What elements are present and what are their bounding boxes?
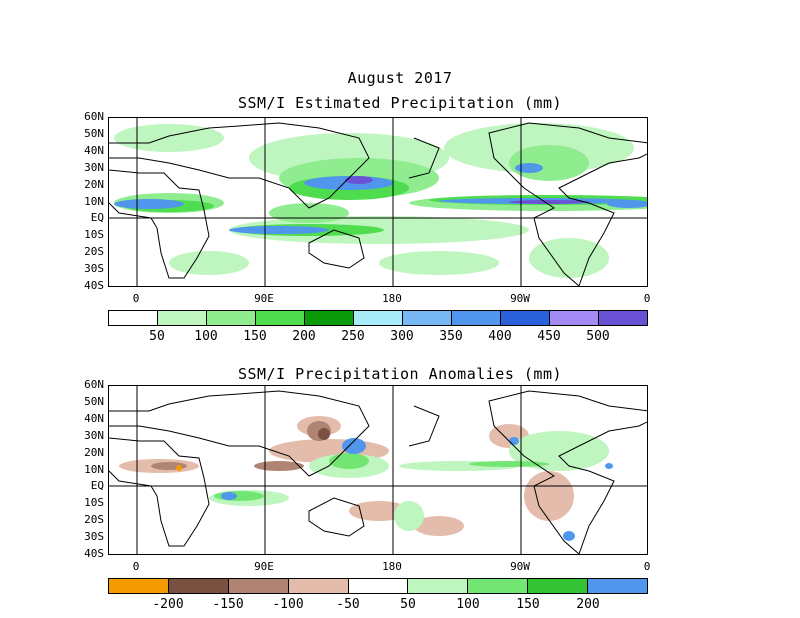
lat-label: 20N xyxy=(84,446,104,459)
lon-label: 90E xyxy=(254,292,274,305)
colorbar-label: 50 xyxy=(400,597,416,612)
colorbar-swatch xyxy=(305,311,354,325)
colorbar-label: 400 xyxy=(488,329,512,344)
precip-map-title: SSM/I Estimated Precipitation (mm) xyxy=(237,94,563,112)
lat-label: 10S xyxy=(84,496,104,509)
coastlines xyxy=(109,122,647,286)
colorbar-label: 500 xyxy=(586,329,610,344)
colorbar-label: -200 xyxy=(152,597,184,612)
colorbar-swatch xyxy=(408,579,469,593)
colorbar-swatch xyxy=(403,311,452,325)
colorbar-swatch xyxy=(168,579,229,593)
lat-label: 40S xyxy=(84,279,104,292)
lon-label: 180 xyxy=(382,292,402,305)
lat-label: 20N xyxy=(84,178,104,191)
colorbar-swatch xyxy=(528,579,589,593)
lat-label: 10S xyxy=(84,228,104,241)
strong-wet-patches xyxy=(221,437,613,541)
precip-colorbar xyxy=(108,310,648,326)
lon-label: 0 xyxy=(643,560,651,573)
lat-label: 20S xyxy=(84,513,104,526)
colorbar-label: 50 xyxy=(149,329,165,344)
colorbar-label: 300 xyxy=(390,329,414,344)
lon-label: 90W xyxy=(510,560,530,573)
colorbar-label: -150 xyxy=(212,597,244,612)
colorbar-swatch xyxy=(354,311,403,325)
lon-label: 180 xyxy=(382,560,402,573)
colorbar-swatch xyxy=(452,311,501,325)
colorbar-label: 150 xyxy=(243,329,267,344)
colorbar-swatch xyxy=(348,579,409,593)
lat-label: 50N xyxy=(84,127,104,140)
colorbar-label: 100 xyxy=(456,597,480,612)
lat-label: 40N xyxy=(84,144,104,157)
lat-label: 10N xyxy=(84,463,104,476)
colorbar-swatch xyxy=(158,311,207,325)
lat-label: 40S xyxy=(84,547,104,560)
lat-label: 60N xyxy=(84,110,104,123)
colorbar-swatch xyxy=(207,311,256,325)
lon-label: 0 xyxy=(132,292,140,305)
colorbar-swatch xyxy=(501,311,550,325)
colorbar-swatch xyxy=(288,579,349,593)
lat-label: 10N xyxy=(84,195,104,208)
anomaly-colorbar xyxy=(108,578,648,594)
anomaly-map-title: SSM/I Precipitation Anomalies (mm) xyxy=(237,365,563,383)
lat-label: 40N xyxy=(84,412,104,425)
colorbar-swatch xyxy=(599,311,647,325)
colorbar-swatch xyxy=(550,311,599,325)
lat-label: 60N xyxy=(84,378,104,391)
colorbar-swatch xyxy=(109,579,169,593)
colorbar-label: 200 xyxy=(576,597,600,612)
lat-label: 30N xyxy=(84,429,104,442)
lat-label: 50N xyxy=(84,395,104,408)
lon-label: 90E xyxy=(254,560,274,573)
colorbar-label: 350 xyxy=(439,329,463,344)
colorbar-swatch xyxy=(256,311,305,325)
lon-label: 0 xyxy=(132,560,140,573)
colorbar-label: -100 xyxy=(272,597,304,612)
lat-label: 30N xyxy=(84,161,104,174)
lat-label: EQ xyxy=(90,211,104,224)
precipitation-map xyxy=(108,117,648,287)
colorbar-swatch xyxy=(109,311,158,325)
lat-label: EQ xyxy=(90,479,104,492)
anomaly-map xyxy=(108,385,648,555)
lat-label: 20S xyxy=(84,245,104,258)
grid-lines xyxy=(109,118,647,286)
colorbar-label: 100 xyxy=(194,329,218,344)
extreme-rain-patches xyxy=(345,176,589,204)
colorbar-label: -50 xyxy=(336,597,360,612)
colorbar-label: 200 xyxy=(292,329,316,344)
coastlines xyxy=(109,390,647,554)
lat-label: 30S xyxy=(84,262,104,275)
lon-label: 90W xyxy=(510,292,530,305)
colorbar-label: 450 xyxy=(537,329,561,344)
colorbar-swatch xyxy=(468,579,529,593)
colorbar-swatch xyxy=(228,579,289,593)
month-title: August 2017 xyxy=(347,69,453,87)
grid-lines xyxy=(109,386,647,554)
colorbar-label: 150 xyxy=(516,597,540,612)
colorbar-label: 250 xyxy=(341,329,365,344)
lon-label: 0 xyxy=(643,292,651,305)
lat-label: 30S xyxy=(84,530,104,543)
colorbar-swatch xyxy=(588,579,648,593)
